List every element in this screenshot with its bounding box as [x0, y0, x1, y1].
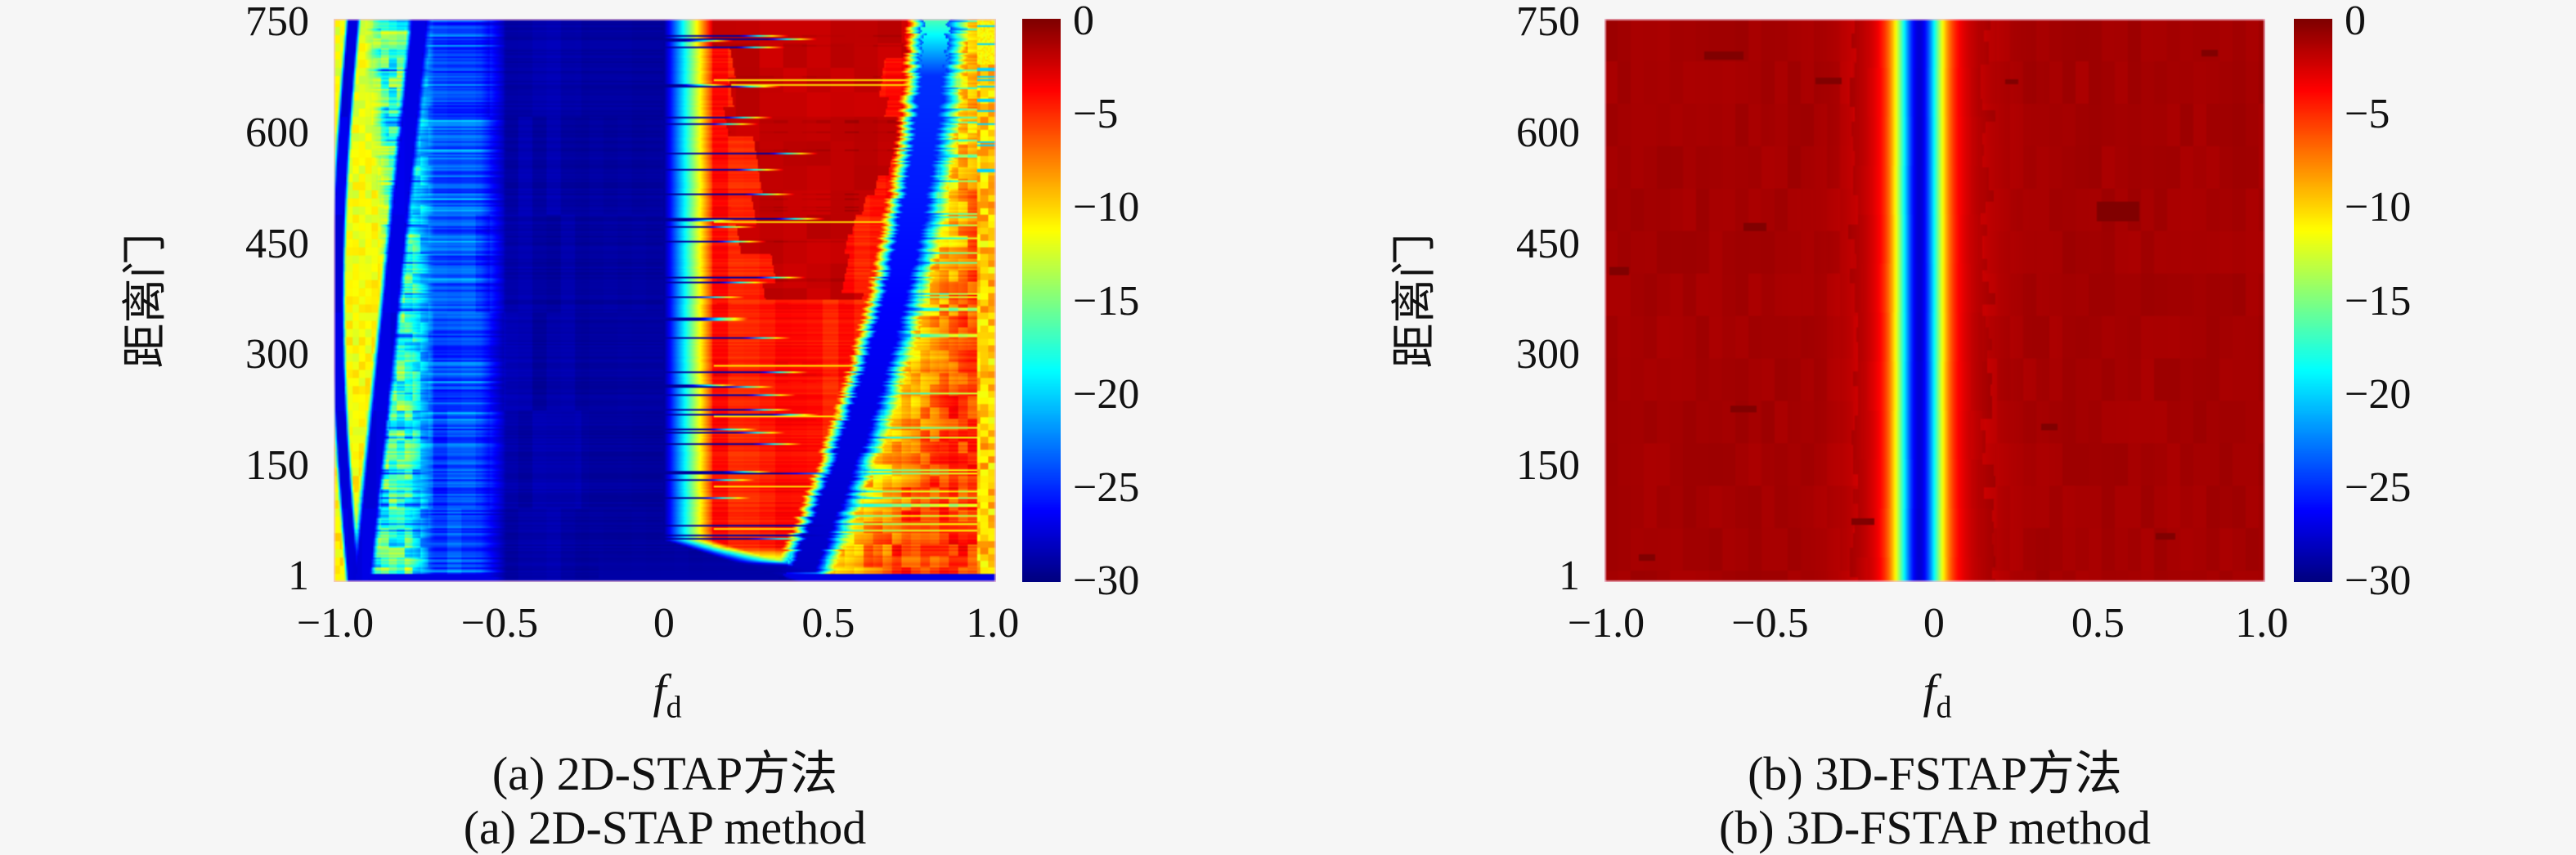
- heatmap-a: [334, 19, 996, 582]
- heatmap-b: [1604, 19, 2265, 582]
- cbtick-label: −20: [2345, 370, 2412, 418]
- ytick-label: 1: [1559, 552, 1580, 599]
- colorbar-a: [1022, 19, 1061, 582]
- cbtick-label: 0: [2345, 0, 2366, 44]
- caption-en-a: (a) 2D-STAP method: [463, 801, 867, 854]
- ytick-label: 1: [288, 552, 309, 599]
- ytick-label: 150: [245, 441, 309, 489]
- caption-en-b: (b) 3D-FSTAP method: [1718, 801, 2152, 854]
- cbtick-label: −20: [1073, 370, 1140, 418]
- xtick-label: 1.0: [966, 600, 1020, 647]
- cbtick-label: −5: [1073, 91, 1119, 138]
- ytick-label: 750: [1516, 0, 1580, 46]
- ytick-label: 450: [245, 220, 309, 267]
- cbtick-label: 0: [1073, 0, 1094, 44]
- x-axis-label-base-a: f: [653, 665, 666, 718]
- xtick-label: −0.5: [1731, 600, 1809, 647]
- xtick-label: 1.0: [2235, 600, 2289, 647]
- ytick-label: 150: [1516, 441, 1580, 489]
- caption-zh-a: (a) 2D-STAP方法: [491, 747, 838, 800]
- x-axis-label-base-b: f: [1923, 665, 1936, 718]
- xtick-label: 0.5: [801, 600, 855, 647]
- ytick-label: 600: [1516, 109, 1580, 156]
- cbtick-label: −30: [2345, 557, 2412, 604]
- xtick-label: 0: [1923, 600, 1945, 647]
- x-axis-label-b: fd: [1923, 664, 1951, 726]
- y-axis-label-b: 距离门: [1389, 233, 1439, 369]
- cbtick-label: −10: [1073, 184, 1140, 231]
- ytick-label: 750: [245, 0, 309, 46]
- xtick-label: −1.0: [1567, 600, 1645, 647]
- x-axis-label-sub-b: d: [1936, 690, 1952, 725]
- ytick-label: 600: [245, 109, 309, 156]
- x-axis-label-sub-a: d: [666, 690, 682, 725]
- cbtick-label: −30: [1073, 557, 1140, 604]
- cbtick-label: −10: [2345, 184, 2412, 231]
- cbtick-label: −15: [1073, 277, 1140, 325]
- cbtick-label: −25: [1073, 463, 1140, 511]
- x-axis-label-a: fd: [653, 664, 681, 726]
- xtick-label: −1.0: [296, 600, 375, 647]
- ytick-label: 450: [1516, 220, 1580, 267]
- ytick-label: 300: [245, 331, 309, 378]
- xtick-label: 0.5: [2071, 600, 2125, 647]
- cbtick-label: −25: [2345, 463, 2412, 511]
- colorbar-b: [2294, 19, 2332, 582]
- caption-zh-b: (b) 3D-FSTAP方法: [1748, 747, 2122, 800]
- xtick-label: −0.5: [460, 600, 539, 647]
- y-axis-label-a: 距离门: [120, 233, 170, 369]
- cbtick-label: −5: [2345, 91, 2390, 138]
- cbtick-label: −15: [2345, 277, 2412, 325]
- ytick-label: 300: [1516, 331, 1580, 378]
- xtick-label: 0: [653, 600, 675, 647]
